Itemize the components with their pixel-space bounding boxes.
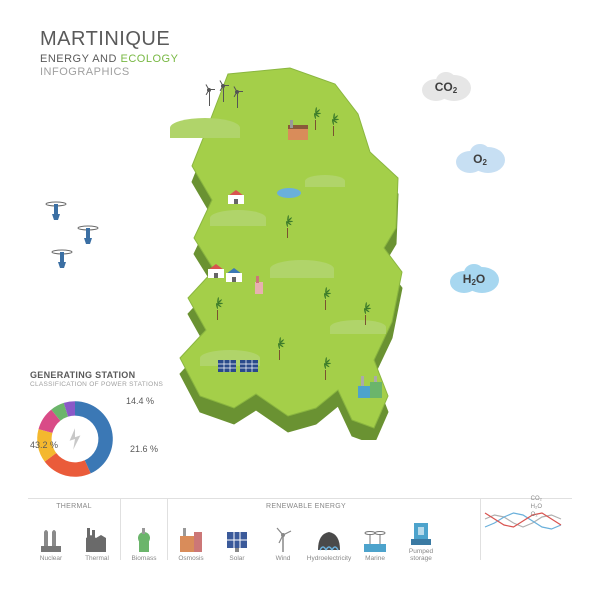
legend-label: Thermal [85,555,109,562]
legend-label: Osmosis [178,555,203,562]
legend-label: Wind [276,555,291,562]
wind-icon [269,524,297,552]
legend-item-marine: Marine [352,512,398,562]
legend-label: Solar [229,555,244,562]
drone-turbine-icon [76,222,100,246]
donut-pct-label: 21.6 % [130,444,158,454]
legend-group-title: Thermal [28,503,120,512]
factory-icon [286,120,310,145]
house-icon [226,268,242,282]
legend-label: Pumped storage [398,548,444,562]
mini-chart-label: H₂O [531,504,542,510]
wind-turbine-icon [232,86,242,108]
solar-icon [223,524,251,552]
legend: Thermal Nuclear Thermal Biomass Renewable e… [28,498,572,560]
marine-icon [361,524,389,552]
donut-chart: Generating station Classification of pow… [30,370,190,480]
house-icon [208,264,224,278]
osmosis-icon [177,524,205,552]
cloud-bubble: O2 [452,140,508,179]
mini-chart-label: O₂ [531,512,542,518]
palm-icon [320,360,330,380]
page-title: Martinique [40,28,178,51]
house-icon [228,190,244,204]
legend-label: Nuclear [40,555,62,562]
legend-item-biomass: Biomass [121,512,167,562]
drone-turbine-icon [44,198,68,222]
palm-icon [310,110,320,130]
legend-item-thermal: Thermal [74,512,120,562]
solar-panel-icon [240,360,258,379]
legend-item-wind: Wind [260,512,306,562]
legend-item-solar: Solar [214,512,260,562]
donut-subtitle: Classification of power stations [30,381,190,388]
mini-line-chart: CO₂H₂OO₂ [481,503,565,547]
donut-svg [30,394,120,484]
pumped-icon [407,517,435,545]
legend-label: Marine [365,555,385,562]
drone-turbine-icon [50,246,74,270]
legend-item-osmosis: Osmosis [168,512,214,562]
palm-icon [212,300,222,320]
solar-panel-icon [218,360,236,379]
legend-group-title [121,503,167,512]
legend-item-pumped: Pumped storage [398,512,444,562]
donut-title: Generating station [30,370,190,380]
palm-icon [274,340,284,360]
palm-icon [360,305,370,325]
wind-turbine-icon [218,80,228,102]
power-plant-icon [358,376,384,403]
biomass-icon [130,524,158,552]
hydro-icon [315,524,343,552]
legend-item-nuclear: Nuclear [28,512,74,562]
donut-pct-label: 14.4 % [126,396,154,406]
cloud-bubble: H2O [446,260,502,299]
legend-label: Hydroelectricity [307,555,351,562]
palm-icon [320,290,330,310]
palm-icon [282,218,292,238]
palm-icon [328,116,338,136]
legend-label: Biomass [132,555,157,562]
mini-chart-label: CO₂ [531,496,542,502]
donut-pct-label: 43.2 % [30,440,58,450]
thermal-icon [83,524,111,552]
nuclear-icon [37,524,65,552]
donut-slice [45,453,91,477]
lake-icon [276,186,302,204]
legend-group-title: Renewable energy [168,503,444,512]
legend-item-hydro: Hydroelectricity [306,512,352,562]
wind-turbine-icon [204,84,214,106]
chimney-icon [252,276,264,299]
